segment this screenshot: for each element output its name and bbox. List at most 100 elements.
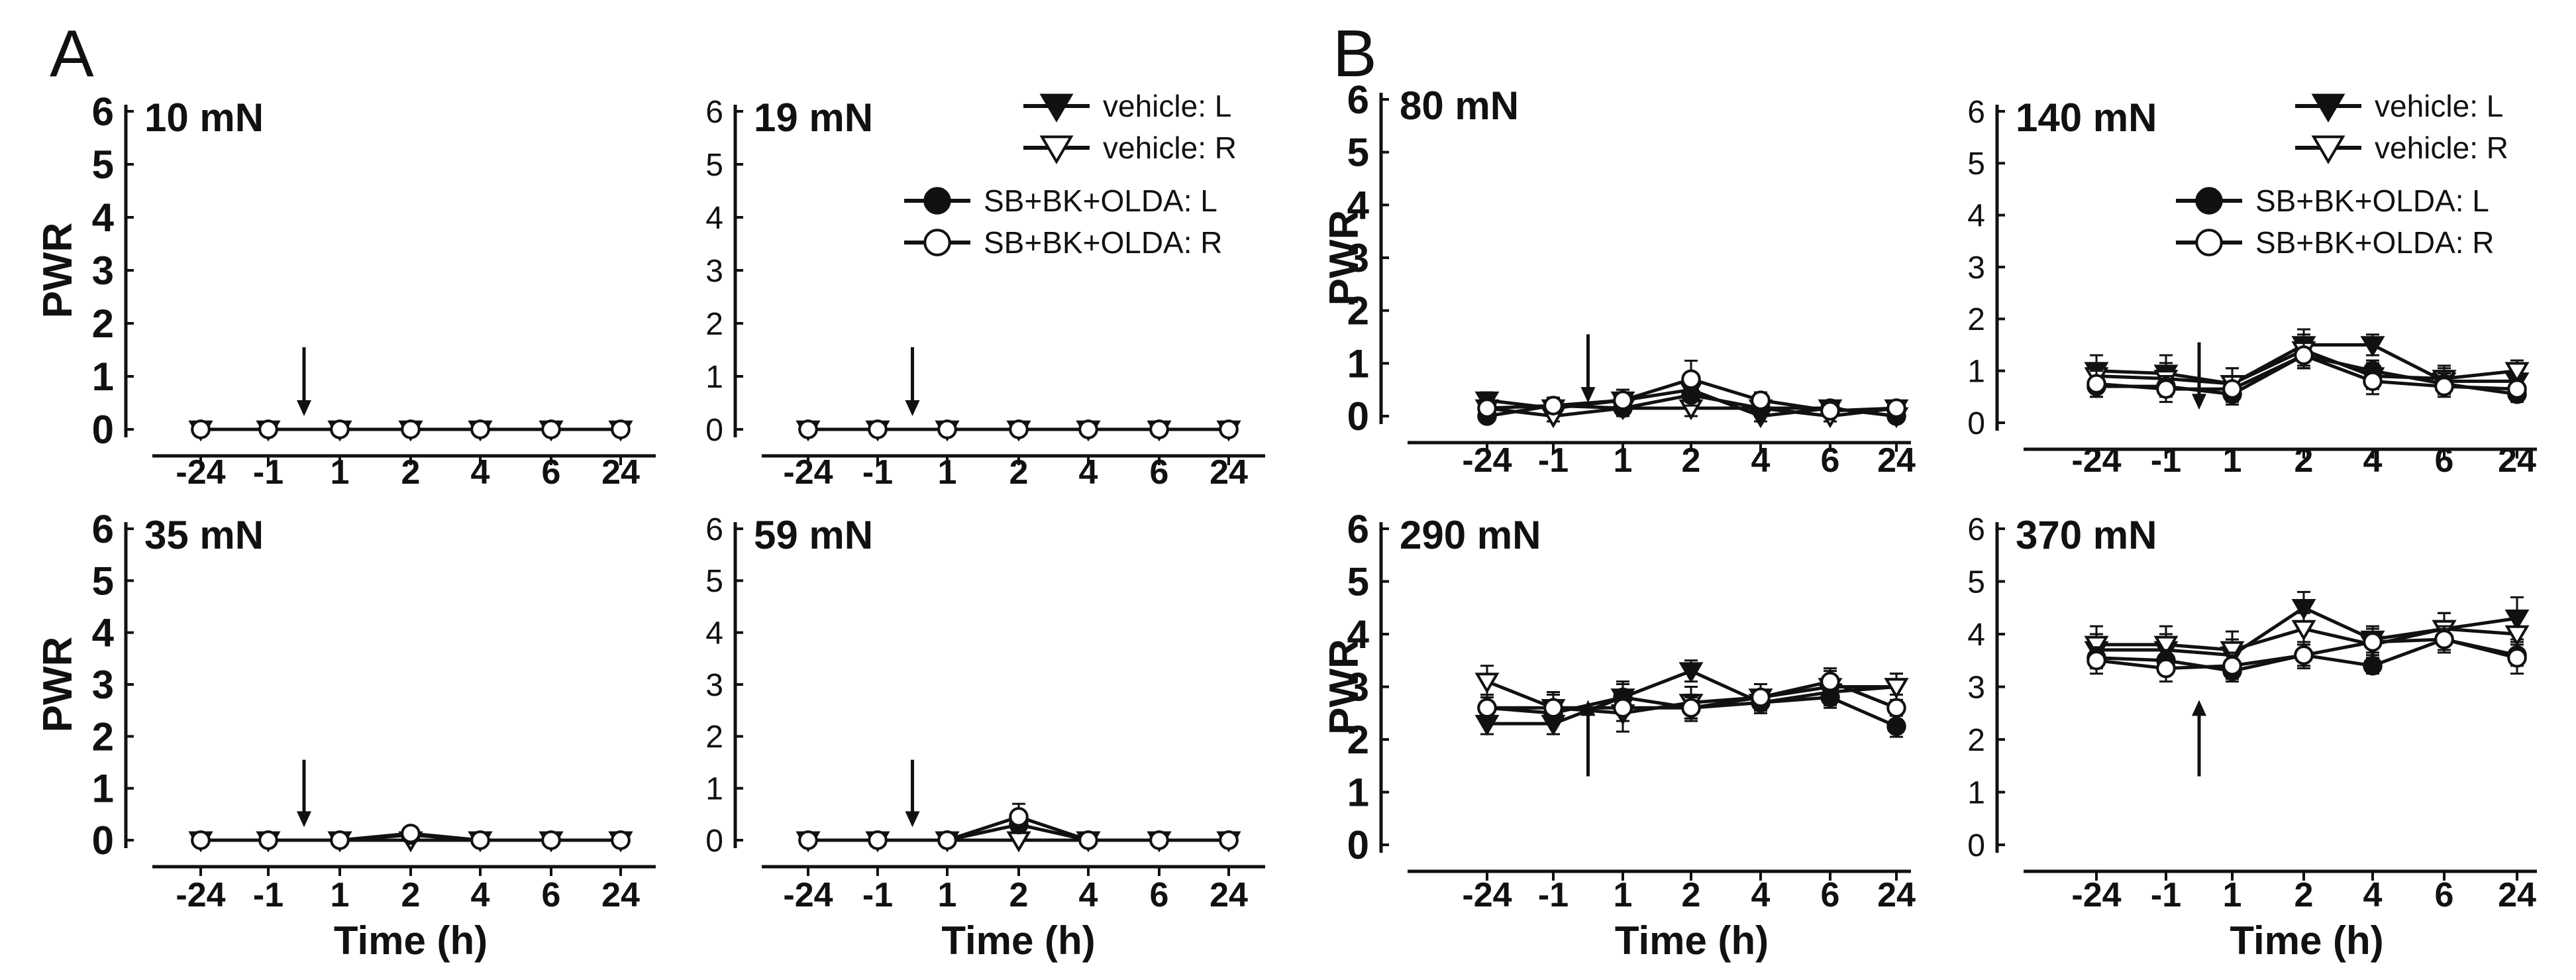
y-tick-label: 2 bbox=[705, 307, 723, 342]
data-point bbox=[2360, 336, 2385, 357]
data-point bbox=[611, 830, 631, 850]
x-tick-label: 1 bbox=[1614, 441, 1633, 480]
y-axis-label: PWR bbox=[1321, 210, 1367, 306]
data-point bbox=[1681, 698, 1701, 718]
data-point bbox=[1884, 678, 1909, 699]
series bbox=[1477, 667, 1906, 722]
x-tick-label: 1 bbox=[2223, 876, 2242, 914]
y-tick-label: 3 bbox=[1967, 670, 1985, 705]
y-tick-label: 6 bbox=[705, 95, 723, 130]
data-point bbox=[2084, 635, 2109, 657]
data-point bbox=[2294, 645, 2314, 665]
y-axis-label: PWR bbox=[1321, 639, 1367, 735]
x-tick-label: 1 bbox=[2223, 441, 2242, 480]
series bbox=[798, 419, 1239, 439]
x-tick-label: -24 bbox=[1462, 876, 1512, 914]
data-point bbox=[1477, 698, 1497, 718]
x-tick-label: 24 bbox=[1210, 453, 1248, 492]
data-point bbox=[1886, 698, 1906, 718]
treatment-arrowhead bbox=[905, 400, 920, 416]
x-tick-label: -24 bbox=[1462, 441, 1512, 480]
y-tick-label: 4 bbox=[1967, 618, 1985, 653]
y-tick-label: 0 bbox=[705, 413, 723, 448]
data-point bbox=[1219, 419, 1239, 439]
y-tick-label: 2 bbox=[1347, 718, 1369, 762]
data-point bbox=[1681, 369, 1701, 389]
legend: vehicle: L vehicle: R SB+BK+OLDA: L SB+BK+O… bbox=[904, 89, 1237, 260]
data-point bbox=[1474, 673, 1500, 694]
x-tick-label: 6 bbox=[1821, 876, 1840, 914]
data-point bbox=[2507, 379, 2527, 399]
y-tick-label: 0 bbox=[1967, 828, 1985, 863]
legend-marker bbox=[2195, 229, 2223, 256]
legend-marker bbox=[1039, 93, 1074, 123]
y-tick-label: 5 bbox=[1967, 146, 1985, 182]
x-tick-label: 4 bbox=[471, 876, 490, 914]
y-tick-label: 3 bbox=[705, 254, 723, 289]
series bbox=[1477, 359, 1906, 421]
treatment-arrowhead bbox=[297, 400, 311, 416]
data-point bbox=[1613, 698, 1633, 718]
x-tick-label: 4 bbox=[1751, 876, 1771, 914]
data-point bbox=[1149, 830, 1169, 850]
y-tick-label: 0 bbox=[1347, 394, 1369, 439]
x-tick-label: -1 bbox=[1538, 441, 1569, 480]
x-tick-label: -24 bbox=[783, 453, 833, 492]
data-point bbox=[1543, 698, 1563, 718]
panel-letter-b: B bbox=[1333, 17, 1377, 91]
treatment-arrowhead bbox=[905, 811, 920, 828]
legend-label: vehicle: R bbox=[2375, 131, 2508, 165]
data-point bbox=[2507, 648, 2527, 668]
panel-title: 35 mN bbox=[144, 513, 264, 557]
y-tick-label: 1 bbox=[92, 354, 114, 399]
x-tick-label: 1 bbox=[938, 453, 957, 492]
x-tick-label: 24 bbox=[1877, 441, 1916, 480]
x-tick-label: 6 bbox=[2435, 441, 2454, 480]
data-point bbox=[1477, 398, 1497, 418]
data-point bbox=[1078, 830, 1098, 850]
series bbox=[798, 802, 1239, 850]
data-point bbox=[1009, 419, 1029, 439]
legend-label: vehicle: R bbox=[1103, 131, 1237, 165]
data-point bbox=[1751, 390, 1771, 410]
series bbox=[191, 419, 631, 439]
x-tick-label: 24 bbox=[2498, 441, 2536, 480]
y-tick-label: 3 bbox=[705, 668, 723, 703]
x-tick-label: 24 bbox=[1210, 876, 1248, 914]
panel-title: 370 mN bbox=[2016, 513, 2157, 557]
data-point bbox=[541, 419, 561, 439]
data-point bbox=[2434, 629, 2454, 649]
x-tick-label: -1 bbox=[1538, 876, 1569, 914]
x-tick-label: 2 bbox=[1009, 453, 1029, 492]
legend-marker bbox=[2195, 187, 2223, 215]
y-tick-label: 1 bbox=[1347, 341, 1369, 386]
x-tick-label: 1 bbox=[331, 453, 350, 492]
legend-marker bbox=[2311, 135, 2345, 164]
x-tick-label: 1 bbox=[938, 876, 957, 914]
y-tick-label: 4 bbox=[1347, 183, 1370, 227]
data-point bbox=[541, 830, 561, 850]
data-point bbox=[2156, 379, 2176, 399]
x-axis-label: Time (h) bbox=[1615, 918, 1769, 963]
series bbox=[2087, 625, 2527, 683]
legend-label: vehicle: L bbox=[2375, 89, 2503, 123]
y-tick-label: 3 bbox=[92, 248, 114, 293]
y-tick-label: 5 bbox=[1347, 560, 1369, 604]
series bbox=[2087, 341, 2527, 404]
x-tick-label: -24 bbox=[2071, 876, 2121, 914]
y-tick-label: 1 bbox=[705, 360, 723, 395]
y-tick-label: 5 bbox=[1967, 565, 1985, 600]
panel-title: 80 mN bbox=[1400, 83, 1519, 128]
y-tick-label: 1 bbox=[92, 767, 114, 811]
x-tick-label: 24 bbox=[601, 453, 640, 492]
data-point bbox=[2504, 362, 2530, 383]
y-tick-label: 3 bbox=[1347, 236, 1369, 280]
x-tick-label: 4 bbox=[1079, 453, 1098, 492]
data-point bbox=[2504, 625, 2530, 647]
data-point bbox=[2222, 379, 2242, 399]
legend-label: SB+BK+OLDA: L bbox=[2255, 184, 2489, 218]
data-point bbox=[798, 830, 818, 850]
x-tick-label: 24 bbox=[2498, 876, 2536, 914]
y-tick-label: 2 bbox=[1967, 723, 1985, 758]
